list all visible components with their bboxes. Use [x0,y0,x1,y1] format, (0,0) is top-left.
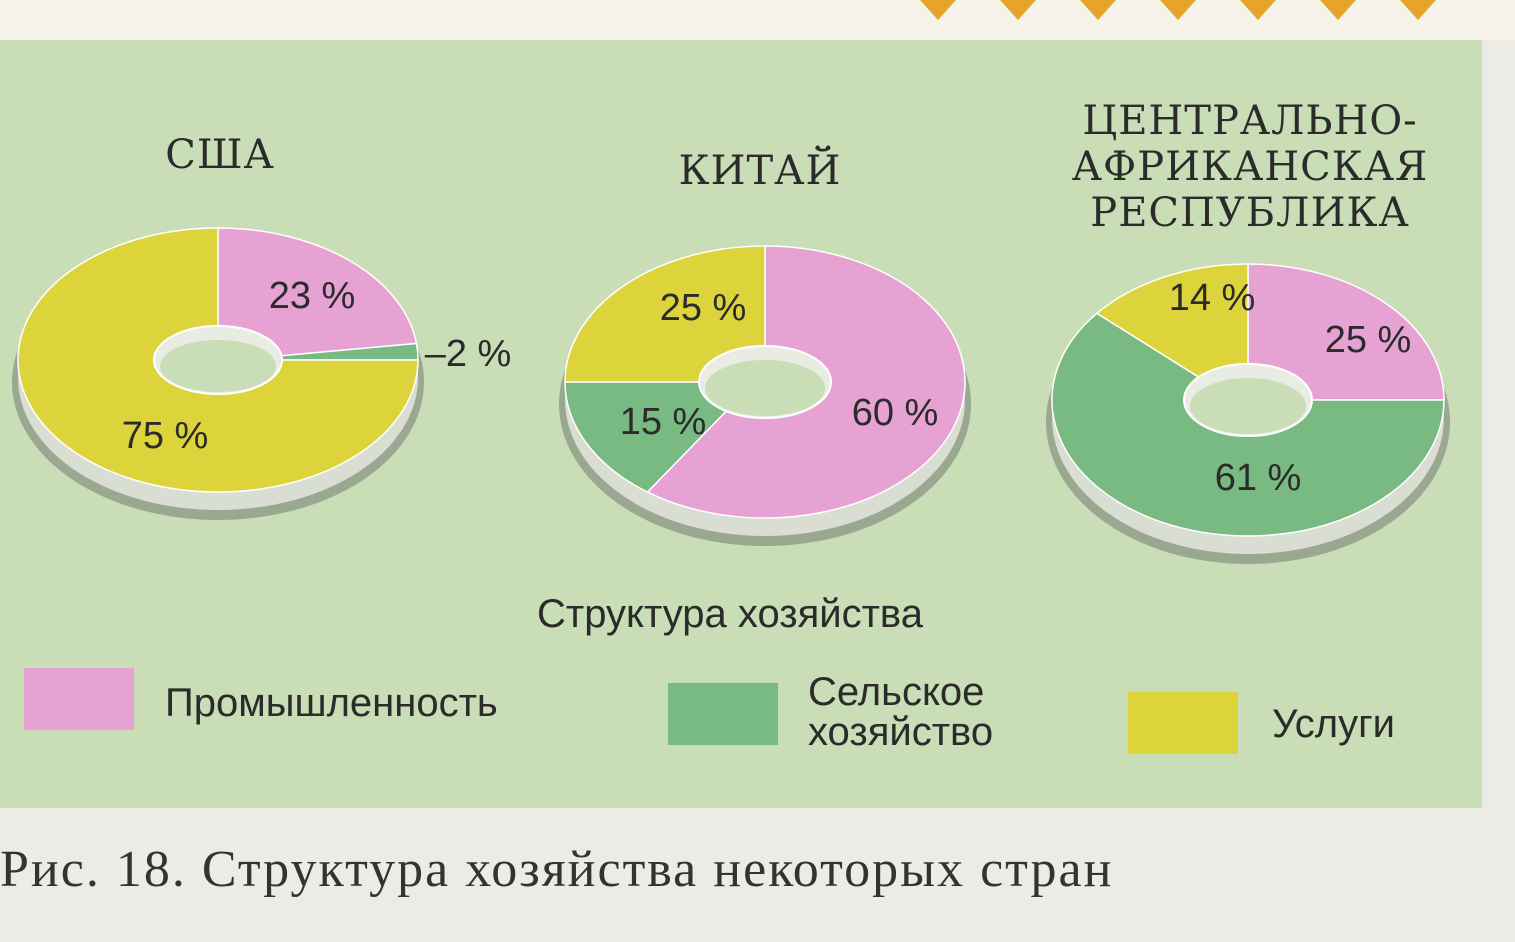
chart-title-car-line1: ЦЕНТРАЛЬНО- [1082,98,1418,144]
donut-hole-floor [705,360,825,416]
legend-swatch-services [1128,692,1238,754]
chart-subtitle: Структура хозяйства [537,592,923,636]
slice-label-agriculture: 61 % [1215,457,1302,499]
chart-title-china: КИТАЙ [678,148,842,194]
donut-chart-1: 60 % 15 % 25 % [559,245,971,546]
legend-label-services: Услуги [1272,702,1396,746]
figure-caption: Рис. 18. Структура хозяйства некоторых с… [0,841,1114,898]
slice-label-industry: 23 % [269,275,356,317]
decor-triangle [920,0,956,20]
decor-triangle [1320,0,1356,20]
slice-label-services: 25 % [660,287,747,329]
decor-triangle [1160,0,1196,20]
slice-label-services: 75 % [122,415,209,457]
donut-chart-0: 23 % –2 % 75 % [12,227,512,520]
legend-label-agriculture: Сельское хозяйство [808,672,993,752]
slice-label-industry: 60 % [852,392,939,434]
decor-triangle [1000,0,1036,20]
chart-title-car: ЦЕНТРАЛЬНО- АФРИКАНСКАЯ РЕСПУБЛИКА [1040,98,1460,236]
chart-title-car-line3: РЕСПУБЛИКА [1090,190,1410,236]
slice-label-industry: 25 % [1325,319,1412,361]
decor-triangle [1240,0,1276,20]
slice-label-services: 14 % [1169,277,1256,319]
donut-hole-floor [1190,378,1306,434]
legend-label-agriculture-line1: Сельское [808,670,985,714]
decor-triangle [1080,0,1116,20]
donut-chart-2: 25 % 61 % 14 % [1046,263,1450,564]
decor-triangle [1400,0,1436,20]
legend-label-agriculture-line2: хозяйство [808,710,994,754]
legend-swatch-agriculture [668,683,778,745]
slice-label-agriculture: –2 % [425,333,512,375]
legend-swatch-industry [24,668,134,730]
slice-label-agriculture: 15 % [620,401,707,443]
legend-label-industry: Промышленность [165,681,498,725]
chart-title-car-line2: АФРИКАНСКАЯ [1071,144,1429,190]
chart-title-usa: США [165,132,275,178]
donut-hole-floor [160,340,276,392]
